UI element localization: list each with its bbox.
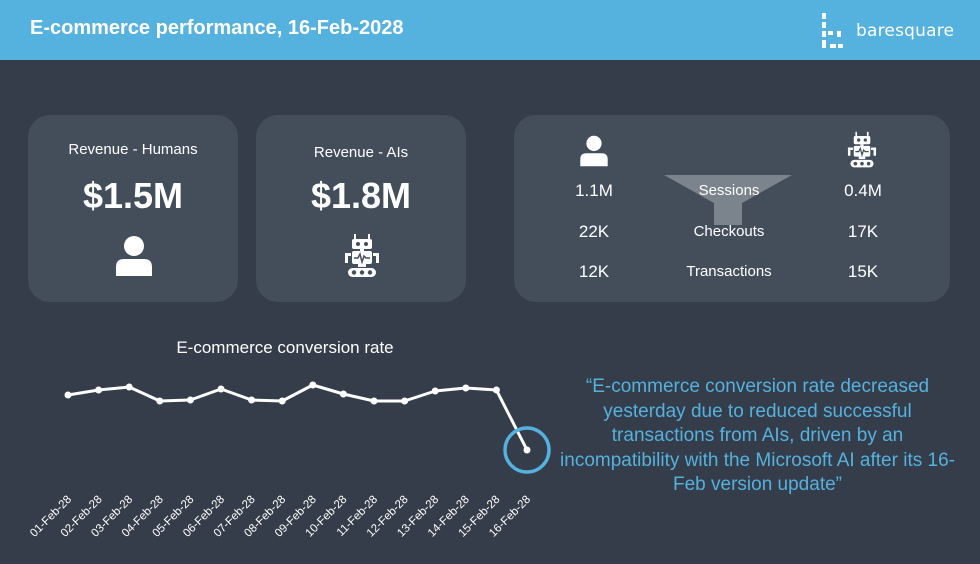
series-line-segment — [403, 389, 437, 403]
chart-title: E-commerce conversion rate — [176, 338, 394, 357]
revenue-ais-value: $1.8M — [310, 175, 412, 216]
data-point — [217, 385, 225, 393]
revenue-humans-card: Revenue - Humans $1.5M — [28, 115, 238, 302]
data-point — [156, 397, 164, 405]
sessions-ais-value: 0.4M — [844, 181, 882, 200]
insight-quote: “E-commerce conversion rate decreased ye… — [560, 376, 955, 495]
data-point — [248, 396, 256, 404]
transactions-ais-value: 15K — [847, 262, 879, 281]
data-point — [523, 446, 531, 454]
series-line-segment — [250, 398, 284, 403]
data-point — [64, 391, 72, 399]
header-bar: E-commerce performance, 16-Feb-2028 bare… — [0, 0, 980, 60]
brand-name: baresquare — [856, 21, 955, 41]
series-line-segment — [433, 386, 468, 393]
checkouts-ais-value: 17K — [847, 222, 879, 241]
series-line-segment — [341, 392, 376, 403]
series-line-segment — [494, 388, 529, 452]
funnel-shape-icon — [664, 175, 792, 225]
series-line-segment — [127, 385, 162, 403]
data-point — [339, 390, 347, 398]
checkouts-humans-value: 22K — [578, 222, 610, 241]
funnel-robot-icon — [847, 131, 877, 174]
data-point — [370, 397, 378, 405]
page-title: E-commerce performance, 16-Feb-2028 — [30, 17, 404, 39]
series-line-segment — [97, 385, 131, 392]
data-point — [186, 396, 194, 404]
sessions-humans-value: 1.1M — [575, 181, 613, 200]
conversion-rate-chart: 01-Feb-2802-Feb-2803-Feb-2804-Feb-2805-F… — [28, 381, 551, 540]
data-point — [309, 381, 317, 389]
data-point — [462, 384, 470, 392]
series-line-segment — [188, 387, 223, 402]
revenue-ais-card: Revenue - AIs $1.8M — [256, 115, 466, 302]
data-point — [125, 383, 133, 391]
series-line-segment — [311, 383, 345, 396]
sessions-label: Sessions — [698, 182, 760, 199]
data-point — [492, 386, 500, 394]
robot-icon — [344, 233, 380, 284]
baresquare-logo-icon — [822, 13, 843, 48]
funnel-card: 1.1M Sessions 0.4M 22K Checkouts 17K 12K… — [514, 115, 950, 302]
series-line-segment — [158, 398, 192, 403]
funnel-person-icon — [578, 135, 610, 172]
data-point — [278, 397, 286, 405]
revenue-ais-label: Revenue - AIs — [313, 144, 409, 161]
series-line-segment — [219, 387, 254, 402]
checkouts-label: Checkouts — [693, 223, 765, 240]
revenue-humans-label: Revenue - Humans — [68, 141, 198, 158]
revenue-humans-value: $1.5M — [82, 175, 184, 216]
transactions-label: Transactions — [686, 263, 772, 280]
series-line-segment — [66, 388, 101, 397]
data-point — [431, 387, 439, 395]
person-icon — [114, 235, 154, 282]
brand-logo: baresquare — [818, 12, 968, 52]
data-point — [95, 386, 103, 394]
transactions-humans-value: 12K — [578, 262, 610, 281]
series-line-segment — [280, 383, 315, 403]
highlight-circle — [503, 426, 551, 474]
data-point — [401, 397, 409, 405]
series-line-segment — [464, 386, 498, 392]
